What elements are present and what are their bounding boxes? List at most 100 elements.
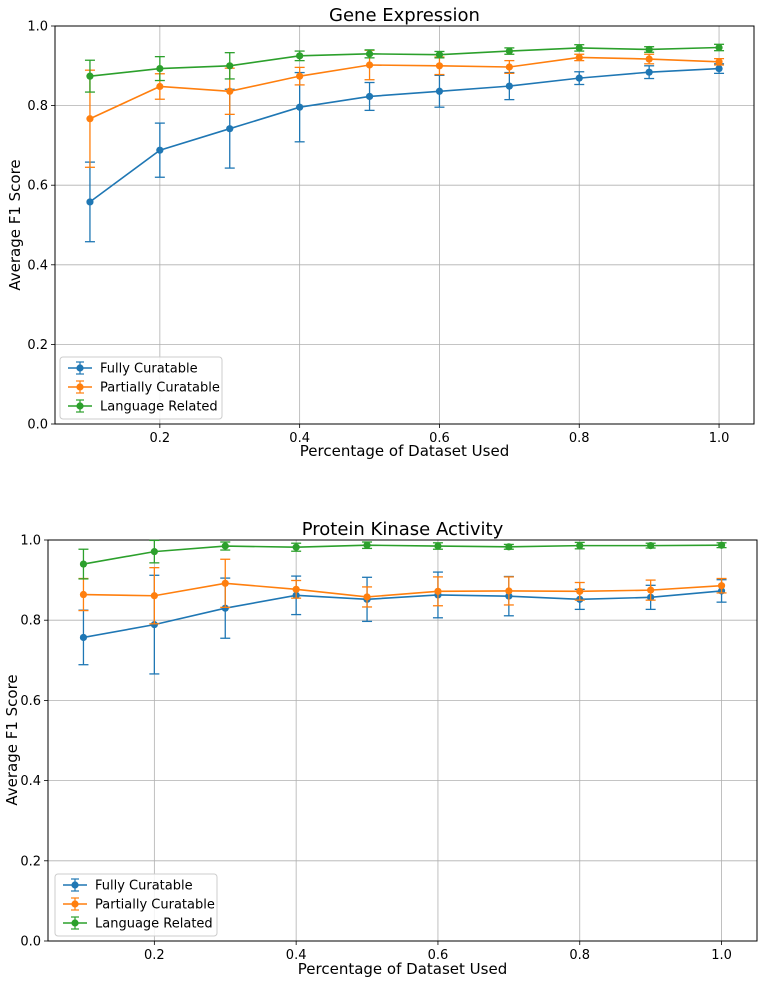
chart-title: Protein Kinase Activity <box>302 519 504 540</box>
series-protein-kinase-activity <box>78 539 727 675</box>
series-fully-curatable <box>84 63 725 243</box>
x-tick-label: 0.8 <box>569 431 590 446</box>
data-point <box>86 72 94 80</box>
legend-protein-kinase-activity: Fully Curatable Partially Curatable Langua… <box>54 873 218 937</box>
y-tick-label: 0.8 <box>27 99 48 114</box>
data-point <box>221 604 229 612</box>
y-tick-label: 0.2 <box>27 338 48 353</box>
data-point <box>505 587 513 595</box>
legend-marker <box>71 881 79 889</box>
data-point <box>505 82 513 90</box>
data-point <box>505 63 513 71</box>
data-point <box>645 55 653 63</box>
data-point <box>156 82 164 91</box>
legend-label: Partially Curatable <box>95 898 215 913</box>
y-tick-label: 0.0 <box>27 418 48 433</box>
x-tick-label: 0.6 <box>428 948 449 963</box>
data-point <box>86 115 94 123</box>
data-point <box>647 542 655 550</box>
data-point <box>296 103 304 111</box>
legend-marker <box>71 919 79 927</box>
data-point <box>717 541 726 549</box>
chart-protein-kinase-activity: 0.2 0.4 0.6 0.8 1.0 0.0 0.2 0.4 0.6 0.8 1.0 Prote… <box>3 519 758 978</box>
x-tick-label: 1.0 <box>709 431 730 446</box>
data-point <box>79 560 88 568</box>
x-tick-label: 0.8 <box>569 948 590 963</box>
data-point <box>434 587 442 595</box>
y-axis-label: Average F1 Score <box>6 159 24 290</box>
legend-marker <box>76 402 84 410</box>
data-point <box>647 586 655 594</box>
data-point <box>226 125 234 133</box>
data-point <box>645 68 653 76</box>
y-axis-label: Average F1 Score <box>3 674 21 805</box>
series-line <box>89 56 720 120</box>
chart-gene-expression: 0.2 0.4 0.6 0.8 1.0 0.0 0.2 0.4 0.6 0.8 1.0 Gene … <box>6 5 755 460</box>
series-fully-curatable <box>78 571 727 675</box>
data-point <box>156 64 164 73</box>
y-tick-label: 0.4 <box>27 258 48 273</box>
data-point <box>150 592 158 600</box>
data-point <box>645 45 653 54</box>
data-point <box>576 542 584 550</box>
data-point <box>150 548 158 556</box>
series-gene-expression <box>84 43 725 243</box>
data-point <box>296 52 304 60</box>
legend-label: Partially Curatable <box>100 381 220 396</box>
legend-marker <box>71 900 79 908</box>
y-tick-label: 0.4 <box>20 774 41 789</box>
x-tick-label: 0.4 <box>289 431 310 446</box>
series-line <box>89 46 720 77</box>
data-point <box>226 62 234 70</box>
data-point <box>717 582 726 590</box>
data-point <box>292 543 300 551</box>
data-point <box>292 585 300 593</box>
legend-gene-expression: Fully Curatable Partially Curatable Langua… <box>59 356 223 420</box>
legend-box <box>54 873 218 937</box>
x-tick-label: 0.4 <box>286 948 307 963</box>
data-point <box>363 541 371 549</box>
series-partially-curatable <box>84 49 725 168</box>
series-line <box>89 67 720 203</box>
chart-title: Gene Expression <box>329 5 480 26</box>
series-language-related <box>84 43 725 93</box>
data-point <box>435 87 444 95</box>
series-partially-curatable <box>78 558 727 625</box>
y-ticks-gene-expression: 0.0 0.2 0.4 0.6 0.8 1.0 <box>27 20 55 433</box>
data-point <box>575 44 583 52</box>
x-tick-label: 1.0 <box>711 948 732 963</box>
legend-label: Language Related <box>100 400 218 415</box>
y-tick-label: 1.0 <box>20 534 41 549</box>
data-point <box>365 92 374 101</box>
x-tick-label: 0.2 <box>144 948 165 963</box>
data-point <box>79 590 88 599</box>
y-ticks-protein-kinase-activity: 0.0 0.2 0.4 0.6 0.8 1.0 <box>20 534 48 950</box>
series-language-related <box>78 539 727 580</box>
legend-label: Language Related <box>95 917 213 932</box>
x-tick-label: 0.2 <box>150 431 171 446</box>
plot-frame-protein-kinase-activity <box>47 539 758 942</box>
data-point <box>226 87 234 95</box>
data-point <box>86 198 94 206</box>
data-point <box>715 58 723 66</box>
data-point <box>79 633 88 642</box>
data-point <box>156 146 164 154</box>
data-point <box>363 593 371 601</box>
x-axis-label: Percentage of Dataset Used <box>300 442 509 460</box>
data-point <box>221 542 229 550</box>
plot-frame-gene-expression <box>54 25 755 425</box>
legend-label: Fully Curatable <box>100 362 198 377</box>
legend-label: Fully Curatable <box>95 879 193 894</box>
data-point <box>296 72 304 80</box>
y-tick-label: 0.6 <box>27 179 48 194</box>
y-tick-label: 0.2 <box>20 854 41 869</box>
data-point <box>575 53 583 62</box>
x-tick-label: 0.6 <box>429 431 450 446</box>
data-point <box>505 47 513 55</box>
x-axis-label: Percentage of Dataset Used <box>298 960 507 978</box>
series-line <box>83 582 722 598</box>
legend-box <box>59 356 223 420</box>
series-line <box>83 544 722 565</box>
legend-marker <box>76 364 84 372</box>
